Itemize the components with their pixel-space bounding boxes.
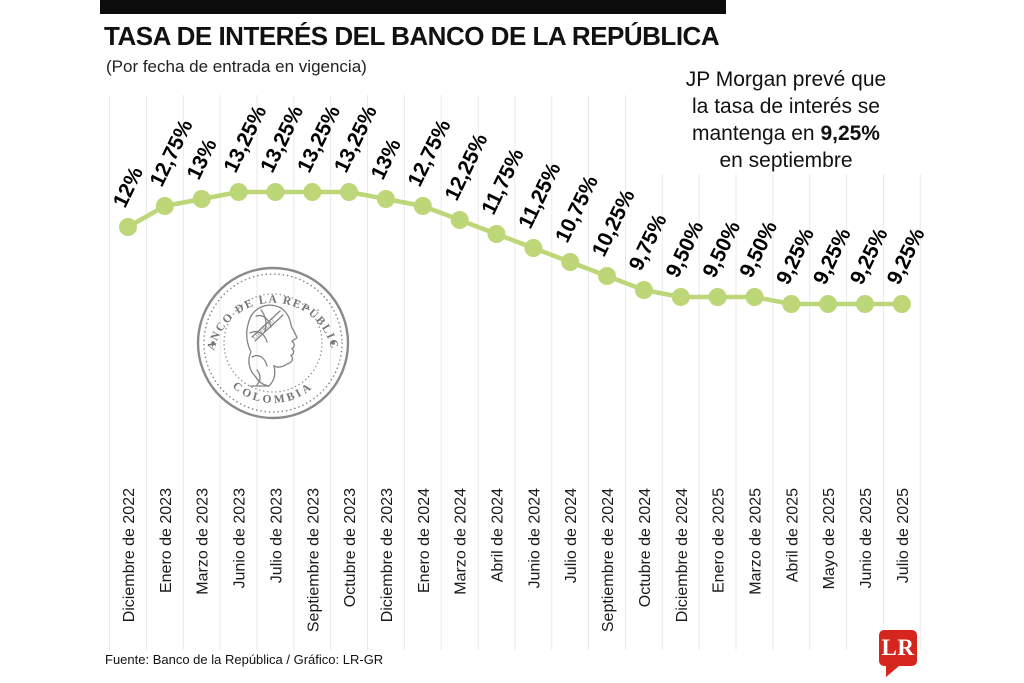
coin-left-dot	[211, 341, 215, 345]
data-point	[819, 295, 838, 313]
value-label: 12%	[109, 163, 148, 211]
top-black-bar	[100, 0, 726, 14]
data-point	[524, 239, 543, 257]
x-axis-label: Octubre de 2024	[637, 488, 654, 607]
x-axis-label: Junio de 2025	[858, 488, 875, 589]
lr-logo: LR	[879, 630, 917, 677]
data-point	[856, 295, 874, 313]
data-point	[119, 218, 137, 236]
page-title: TASA DE INTERÉS DEL BANCO DE LA REPÚBLIC…	[104, 21, 720, 51]
source-credit: Fuente: Banco de la República / Gráfico:…	[105, 652, 384, 667]
annotation-line-3: mantenga en 9,25%	[692, 122, 880, 145]
data-point	[376, 190, 395, 208]
data-point	[671, 288, 690, 306]
x-axis-label: Octubre de 2023	[342, 488, 359, 607]
x-axis-label: Abril de 2024	[490, 488, 507, 582]
data-point	[487, 225, 506, 243]
data-point	[192, 190, 211, 208]
data-point	[266, 183, 285, 201]
x-axis-label: Marzo de 2023	[195, 488, 212, 595]
coin-inner-dotted-ring	[223, 293, 323, 393]
data-point	[155, 197, 174, 215]
x-axis-label: Enero de 2024	[416, 488, 433, 593]
x-axis-label: Junio de 2024	[526, 488, 543, 589]
x-axis-label: Marzo de 2025	[748, 488, 765, 595]
liberty-head-icon: LIBERTAD	[246, 304, 298, 387]
x-axis-label: Diciembre de 2024	[674, 488, 691, 622]
x-axis-label: Septiembre de 2024	[600, 488, 617, 632]
x-axis-label: Enero de 2023	[158, 488, 175, 593]
data-point	[561, 253, 580, 271]
x-axis-label: Julio de 2025	[895, 488, 912, 583]
coin-outer-ring	[196, 266, 350, 420]
x-axis-label: Junio de 2023	[232, 488, 249, 589]
annotation-line-4: en septiembre	[719, 149, 853, 172]
value-label: 12,75%	[146, 116, 198, 190]
data-point	[229, 183, 248, 201]
x-axis-label: Marzo de 2024	[453, 488, 470, 595]
coin-beaded-ring	[203, 273, 343, 413]
x-axis-label: Abril de 2025	[784, 488, 801, 582]
data-point	[450, 211, 469, 229]
x-axis-label: Mayo de 2025	[821, 488, 838, 590]
data-point	[413, 197, 432, 215]
page-subtitle: (Por fecha de entrada en vigencia)	[106, 57, 367, 76]
data-point	[892, 295, 911, 313]
coin-ribbon-text: LIBERTAD	[252, 318, 276, 341]
data-point	[303, 183, 322, 201]
x-axis-label: Diciembre de 2023	[379, 488, 396, 622]
data-point	[634, 281, 653, 299]
rate-line	[125, 189, 905, 307]
annotation-line-1: JP Morgan prevé que	[685, 68, 887, 91]
data-point	[340, 183, 359, 201]
data-point	[708, 288, 727, 306]
data-point	[745, 288, 764, 306]
annotation-line-2: la tasa de interés se	[692, 95, 880, 118]
x-axis-label: Julio de 2023	[268, 488, 285, 583]
x-axis-label: Enero de 2025	[711, 488, 728, 593]
coin-bottom-text: COLOMBIA	[230, 380, 316, 406]
annotation-rate-bold: 9,25%	[820, 122, 880, 145]
value-label: 13%	[367, 135, 406, 183]
coin-right-dot	[331, 341, 335, 345]
x-axis-label: Diciembre de 2022	[121, 488, 138, 622]
x-axis-label: Julio de 2024	[563, 488, 580, 583]
jp-morgan-annotation: JP Morgan prevé que la tasa de interés s…	[638, 66, 934, 174]
lr-logo-text: LR	[881, 635, 915, 660]
data-point	[782, 295, 801, 313]
lr-logo-tail	[886, 666, 899, 677]
data-point	[598, 267, 616, 285]
banco-republica-coin-watermark: BANCO DE LA REPÚBLICA COLOMBIA LIBERTAD	[188, 258, 350, 420]
coin-top-text: BANCO DE LA REPÚBLICA	[188, 258, 341, 352]
x-axis-label: Septiembre de 2023	[305, 488, 322, 632]
